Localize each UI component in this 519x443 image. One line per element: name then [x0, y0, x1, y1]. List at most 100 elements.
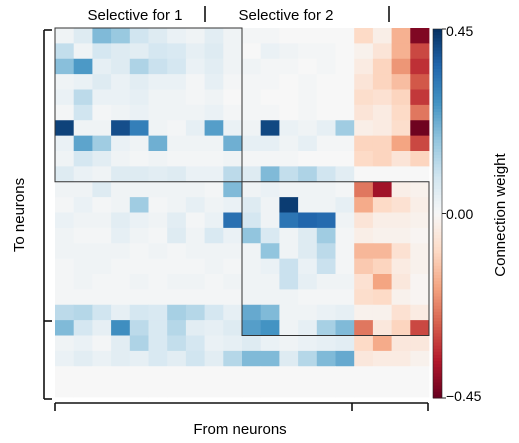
heatmap-cell — [335, 120, 355, 137]
heatmap-cell — [335, 74, 355, 90]
heatmap-cell — [279, 104, 299, 121]
heatmap-cell — [298, 58, 318, 75]
heatmap-cell — [92, 243, 112, 260]
colorbar-segment — [433, 259, 442, 264]
heatmap-cell — [148, 104, 168, 121]
heatmap-cell — [372, 135, 392, 152]
colorbar-segment — [433, 152, 442, 156]
colorbar-segment — [433, 235, 442, 239]
heatmap-cell — [148, 74, 168, 90]
heatmap-cell — [148, 151, 168, 167]
heatmap-cell — [167, 166, 187, 183]
heatmap-cell — [354, 135, 374, 152]
colorbar-segment — [433, 38, 442, 42]
colorbar-segment — [433, 142, 442, 147]
heatmap-cell — [148, 258, 168, 275]
heatmap-cell — [410, 350, 430, 367]
heatmap-cell — [55, 43, 75, 60]
heatmap-cell — [204, 320, 224, 336]
heatmap-cell — [410, 74, 430, 90]
colorbar-segment — [433, 302, 442, 307]
colorbar-segment — [433, 361, 442, 365]
heatmap-cell — [279, 74, 299, 90]
heatmap-cell — [410, 151, 430, 167]
heatmap-cell — [279, 120, 299, 137]
heatmap-cell — [92, 43, 112, 60]
heatmap-cell — [279, 197, 299, 213]
heatmap-cell — [111, 350, 131, 367]
heatmap-cell — [372, 151, 392, 167]
heatmap-cell — [354, 304, 374, 321]
heatmap-cell — [185, 350, 205, 367]
heatmap-cell — [167, 289, 187, 306]
colorbar-segment — [433, 275, 442, 279]
heatmap-cell — [185, 120, 205, 137]
chart-labels: Selective for 1 Selective for 2 From neu… — [11, 7, 509, 438]
colorbar-segment — [433, 354, 442, 359]
heatmap-cell — [92, 120, 112, 137]
heatmap-cell — [372, 274, 392, 290]
heatmap-cell — [335, 181, 355, 198]
heatmap-cell — [316, 320, 336, 336]
heatmap-cell — [92, 74, 112, 90]
heatmap-cell — [372, 289, 392, 306]
heatmap-cell — [55, 212, 75, 229]
heatmap-cell — [372, 350, 392, 367]
heatmap-cell — [410, 381, 430, 398]
heatmap-cell — [260, 274, 280, 290]
colorbar-segment — [433, 394, 442, 399]
heatmap-cell — [92, 258, 112, 275]
heatmap-cell — [372, 212, 392, 229]
heatmap-cell — [223, 381, 243, 398]
colorbar-segment — [433, 87, 442, 91]
colorbar-segment — [433, 108, 442, 113]
heatmap-cell — [242, 58, 262, 75]
colorbar-segment — [433, 278, 442, 282]
heatmap-cell — [410, 120, 430, 137]
colorbar-segment — [433, 287, 442, 291]
heatmap-cell — [298, 74, 318, 90]
heatmap-cell — [148, 58, 168, 75]
heatmap-cell — [372, 74, 392, 90]
heatmap-cell — [242, 197, 262, 213]
heatmap-cell — [55, 89, 75, 106]
colorbar-tick-label-min: −0.45 — [446, 388, 482, 404]
heatmap-cell — [298, 28, 318, 44]
heatmap-cell — [260, 58, 280, 75]
heatmap-cell — [298, 320, 318, 336]
heatmap-cell — [335, 258, 355, 275]
colorbar-segment — [433, 253, 442, 258]
heatmap-cell — [223, 181, 243, 198]
heatmap-cell — [204, 181, 224, 198]
heatmap-cell — [279, 151, 299, 167]
heatmap-cell — [410, 166, 430, 183]
colorbar-segment — [433, 376, 442, 381]
heatmap-cell — [316, 289, 336, 306]
heatmap-cell — [92, 381, 112, 398]
heatmap-cell — [316, 350, 336, 367]
heatmap-cell — [391, 274, 411, 290]
colorbar-segment — [433, 35, 442, 39]
heatmap-cell — [372, 320, 392, 336]
colorbar-segment — [433, 121, 442, 125]
colorbar-segment — [433, 145, 442, 150]
heatmap-cell — [55, 366, 75, 383]
colorbar-segment — [433, 213, 442, 218]
heatmap-cell — [372, 381, 392, 398]
colorbar-segment — [433, 47, 442, 52]
heatmap-cell — [167, 227, 187, 244]
heatmap-cell — [260, 212, 280, 229]
colorbar-segment — [433, 75, 442, 79]
heatmap-cell — [148, 274, 168, 290]
heatmap-cell — [279, 243, 299, 260]
heatmap-cell — [316, 335, 336, 352]
heatmap-cell — [298, 181, 318, 198]
heatmap-cell — [55, 227, 75, 244]
heatmap-cell — [391, 120, 411, 137]
heatmap-cell — [298, 212, 318, 229]
colorbar-segment — [433, 29, 442, 33]
heatmap-cell — [316, 43, 336, 60]
heatmap-cell — [279, 58, 299, 75]
heatmap-cell — [279, 335, 299, 352]
heatmap-cell — [298, 243, 318, 260]
